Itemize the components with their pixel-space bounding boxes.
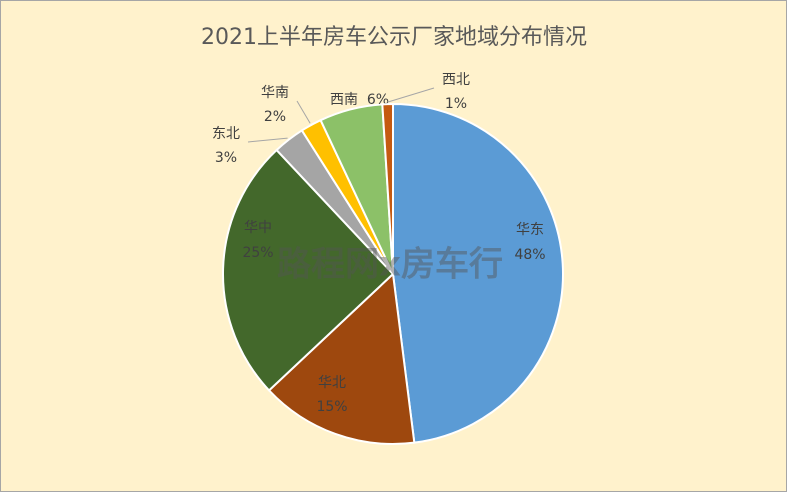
slice-category: 华北 — [318, 375, 346, 391]
slice-value-label: 15% — [316, 399, 347, 415]
pie-slice — [267, 271, 416, 445]
leader-line — [387, 87, 435, 103]
slice-category: 西南 — [330, 92, 358, 108]
pie-slice — [381, 102, 394, 275]
watermark: 路程网x房车行 — [277, 245, 503, 285]
pie-slice — [392, 102, 564, 444]
slice-value-label: 25% — [242, 245, 273, 261]
leader-line — [296, 100, 311, 124]
slice-value-label: 3% — [215, 150, 237, 166]
slice-category: 东北 — [212, 126, 240, 142]
slice-value-label: 48% — [514, 247, 545, 263]
slice-value-label: 2% — [264, 109, 286, 125]
slice-category: 华南 — [261, 85, 289, 101]
leader-line — [247, 137, 288, 143]
slice-category: 华中 — [244, 220, 272, 236]
chart-title: 2021上半年房车公示厂家地域分布情况 — [201, 25, 587, 50]
slice-category: 西北 — [442, 72, 470, 88]
pie-slice — [222, 148, 395, 392]
slice-value-label: 1% — [445, 96, 467, 112]
slice-category: 华东 — [516, 222, 544, 238]
